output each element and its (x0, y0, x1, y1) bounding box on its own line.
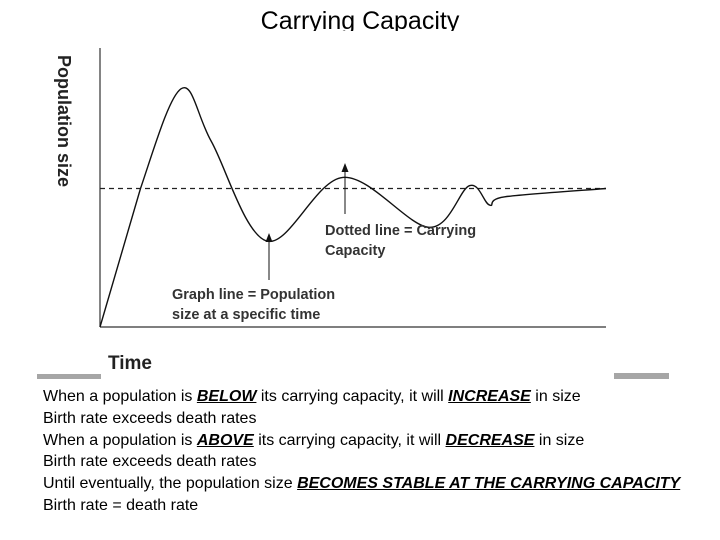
arrow-head-capacity (341, 163, 349, 172)
x-axis-label: Time (108, 353, 152, 374)
capacity-annotation-line2: Capacity (325, 243, 385, 259)
note-line: Birth rate exceeds death rates (43, 409, 257, 427)
population-annotation-line2: size at a specific time (172, 307, 320, 323)
note-line: When a population is BELOW its carrying … (43, 388, 581, 405)
y-axis-label: Population size (54, 55, 74, 187)
left-divider-bar (37, 374, 101, 379)
notes-text: When a population is BELOW its carrying … (43, 386, 683, 517)
arrow-head-population (265, 233, 273, 242)
note-line: Until eventually, the population size BE… (43, 475, 681, 493)
note-line: When a population is ABOVE its carrying … (43, 431, 585, 449)
capacity-annotation-line1: Dotted line = Carrying (325, 223, 476, 239)
note-line: Birth rate = death rate (43, 496, 199, 514)
population-annotation-line1: Graph line = Population (172, 287, 335, 303)
population-chart: Dotted line = Carrying Capacity Graph li… (54, 48, 607, 374)
note-line: Birth rate exceeds death rates (43, 453, 257, 471)
right-divider-bar (614, 373, 669, 379)
slide-title: Carrying Capacity (260, 7, 460, 31)
population-curve (99, 86, 607, 328)
